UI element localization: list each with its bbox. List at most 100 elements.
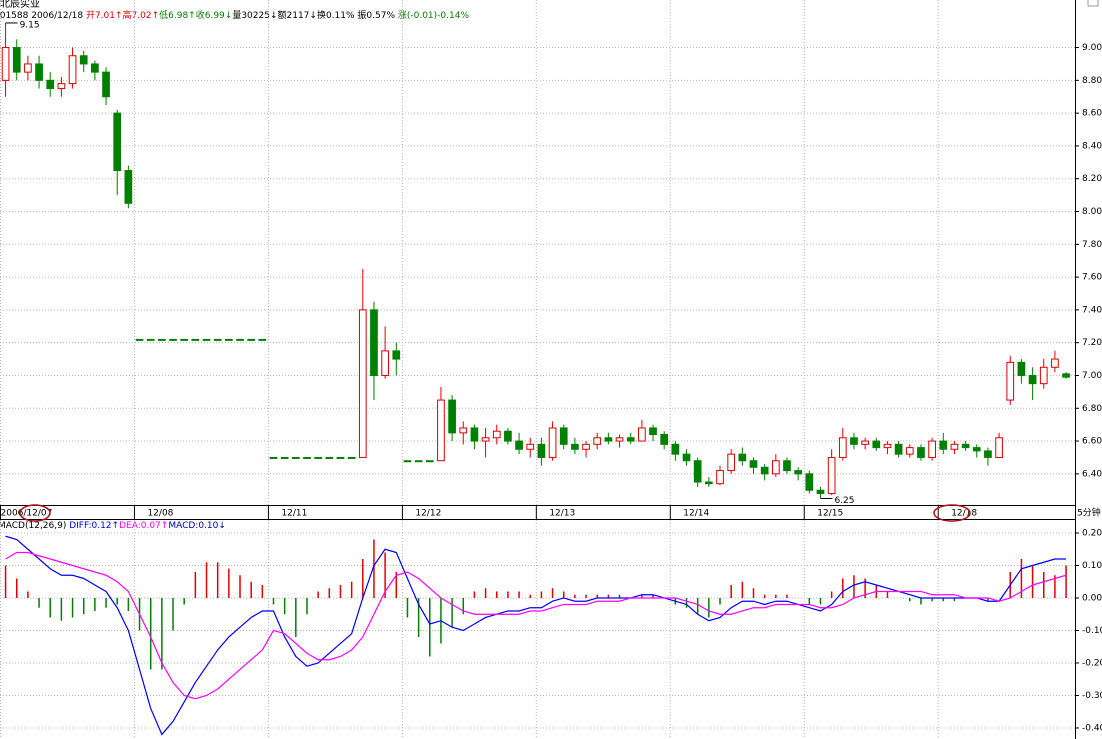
candle-body [928, 440, 936, 458]
header-part: 601588 2006/12/18 [0, 11, 86, 21]
candle-body [1006, 361, 1015, 401]
candle-body [593, 437, 602, 445]
candle-body [392, 350, 401, 360]
candle-body [91, 63, 99, 73]
x-tick-label: 12/12 [415, 509, 441, 519]
y-tick-label: 8.40 [1082, 141, 1102, 151]
y-tick-label: -0.20 [1082, 658, 1102, 668]
candle-body [939, 440, 948, 450]
max-label: 9.15 [20, 20, 40, 30]
candle-body [414, 460, 423, 463]
y-tick-label: 9.00 [1082, 43, 1102, 53]
candle-body [861, 440, 869, 445]
header-part: 量30225↓ [232, 10, 277, 21]
candle-body [1017, 361, 1026, 376]
candle-body [236, 338, 244, 341]
y-tick-label: 0.20 [1082, 528, 1102, 538]
candle-body [358, 309, 367, 458]
header-part: 换0.11% [317, 9, 357, 21]
macd-header: MACD(12,26,9) DIFF:0.12↑DEA:0.07↑MACD:0.… [0, 521, 226, 531]
candle-body [883, 443, 892, 449]
candle-body [771, 460, 780, 475]
candle-body [872, 440, 881, 449]
candle-body [515, 440, 523, 450]
candle-body [46, 79, 55, 90]
x-tick-label: 12/18 [951, 509, 977, 519]
header-part: MACD(12,26,9) [0, 521, 69, 531]
y-tick-label: 7.40 [1082, 305, 1102, 315]
candle-body [615, 437, 624, 442]
candle-body [347, 456, 356, 459]
candle-body [124, 170, 133, 204]
y-tick-label: -0.10 [1082, 626, 1102, 636]
candle-body [705, 481, 713, 485]
candle-body [749, 460, 758, 468]
candle-body [12, 47, 21, 73]
candle-body [961, 443, 970, 449]
candle-body [437, 399, 445, 462]
y-tick-label: 6.60 [1082, 437, 1102, 447]
candle-body [68, 55, 77, 85]
candle-body [783, 460, 791, 472]
candle-body [894, 443, 903, 455]
x-tick-label: 12/13 [549, 509, 575, 519]
y-tick-label: 8.80 [1082, 76, 1102, 86]
candle-body [224, 338, 233, 341]
y-tick-label: 7.80 [1082, 240, 1102, 250]
candle-body [448, 399, 456, 434]
y-tick-label: 7.00 [1082, 371, 1102, 381]
y-tick-label: -0.40 [1082, 723, 1102, 733]
candle-body [113, 112, 122, 172]
candle-body [481, 437, 490, 442]
x-tick-label: 12/14 [683, 509, 709, 519]
y-tick-label: 8.00 [1082, 207, 1102, 217]
candle-body [671, 443, 680, 455]
header-part: 涨(-0.01)-0.14% [398, 10, 470, 21]
candle-body [693, 460, 702, 483]
candle-body [191, 338, 200, 341]
candle-body [370, 309, 378, 376]
candle-body [102, 71, 110, 98]
candle-body [850, 437, 858, 445]
highlight-ring [933, 504, 971, 522]
candle-body [459, 427, 468, 434]
candle-body [280, 456, 289, 459]
quote-header: 601588 2006/12/18 开7.01↑高7.02↑低6.98↑收6.9… [0, 9, 469, 21]
candle-body [838, 437, 847, 458]
candle-body [1, 47, 10, 81]
candle-body [727, 453, 736, 472]
y-tick-label: 8.60 [1082, 109, 1102, 119]
candle-body [258, 338, 267, 341]
candle-body [202, 338, 211, 341]
candle-body [146, 338, 155, 341]
min-label: 6.25 [834, 496, 854, 506]
y-tick-label: 7.20 [1082, 338, 1102, 348]
candle-body [291, 456, 300, 459]
header-part: 开7.01↑ [86, 10, 123, 21]
macd-line [5, 535, 1067, 736]
header-part: 收6.99↓ [196, 9, 233, 21]
candle-body [526, 443, 535, 450]
candle-body [504, 430, 512, 442]
candle-body [738, 453, 747, 462]
candle-body [972, 447, 981, 452]
corner-icon[interactable] [1087, 0, 1099, 7]
candle-body [660, 433, 669, 445]
candle-body [995, 437, 1003, 458]
period-label: 5分钟 [1077, 507, 1101, 519]
header-part: 高7.02↑ [123, 9, 160, 21]
candle-body [403, 460, 412, 463]
y-tick-label: 6.80 [1082, 404, 1102, 414]
y-tick-label: 6.40 [1082, 469, 1102, 479]
y-tick-label: 0.00 [1082, 593, 1102, 603]
candle-body [336, 456, 345, 459]
x-tick-label: 12/08 [147, 509, 173, 519]
y-tick-label: -0.30 [1082, 691, 1102, 701]
header-part: MACD:0.10↓ [168, 521, 226, 531]
candle-body [470, 427, 479, 442]
candle-body [638, 427, 646, 442]
candle-body [827, 456, 836, 495]
candle-body [158, 338, 166, 341]
